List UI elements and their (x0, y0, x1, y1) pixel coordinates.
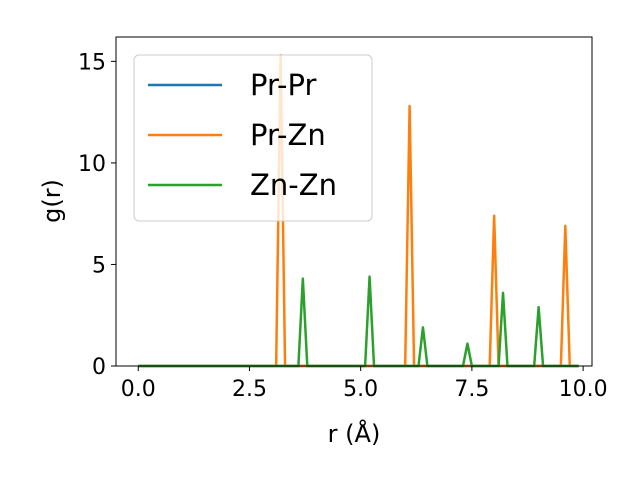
y-tick-label: 15 (78, 50, 106, 75)
y-tick-label: 10 (78, 152, 106, 177)
legend-label-zn-zn: Zn-Zn (250, 168, 337, 202)
y-tick-label: 5 (92, 253, 106, 278)
x-axis-label: r (Å) (328, 419, 381, 448)
plot-frame (115, 36, 593, 367)
x-tick-label: 10.0 (559, 377, 608, 402)
x-tick-label: 2.5 (232, 377, 267, 402)
legend-label-pr-pr: Pr-Pr (250, 68, 316, 102)
x-tick-label: 5.0 (343, 377, 378, 402)
y-tick-label: 0 (92, 355, 106, 380)
x-tick-label: 7.5 (454, 377, 489, 402)
y-axis-label: g(r) (38, 179, 66, 223)
x-axis: 0.0 2.5 5.0 7.5 10.0 (121, 366, 608, 402)
legend-box (133, 54, 373, 222)
y-axis: 0 5 10 15 (78, 50, 116, 380)
legend: Pr-Pr Pr-Zn Zn-Zn (133, 54, 373, 222)
legend-label-pr-zn: Pr-Zn (250, 118, 326, 152)
series-line-zn-zn (138, 275, 579, 368)
x-tick-label: 0.0 (121, 377, 156, 402)
